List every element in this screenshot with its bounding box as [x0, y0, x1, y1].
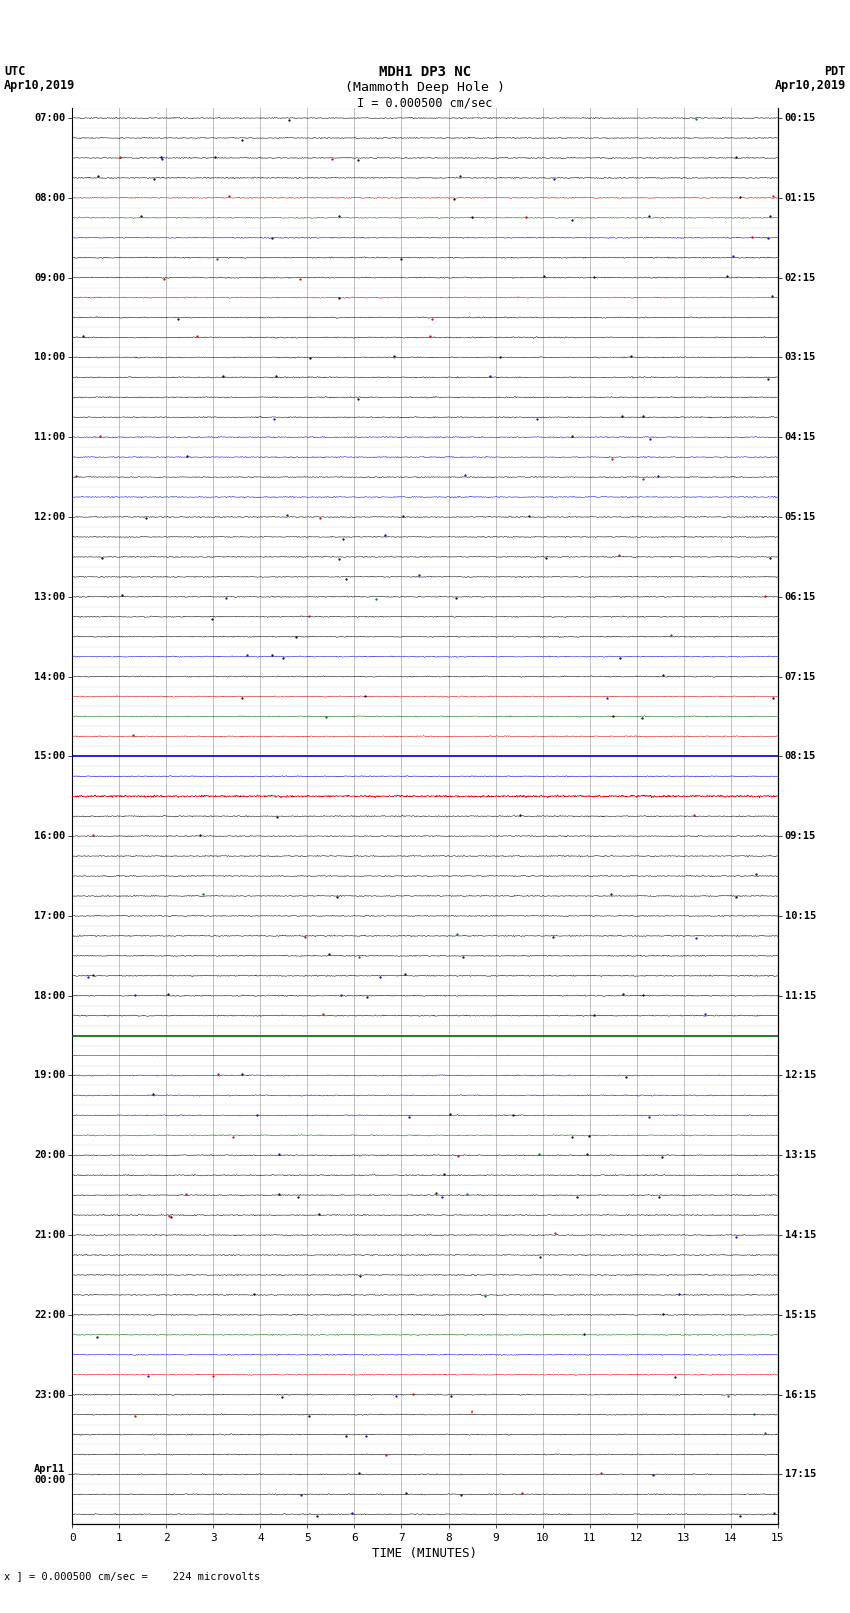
- Text: PDT: PDT: [824, 65, 846, 77]
- X-axis label: TIME (MINUTES): TIME (MINUTES): [372, 1547, 478, 1560]
- Text: UTC: UTC: [4, 65, 26, 77]
- Text: x ] = 0.000500 cm/sec =    224 microvolts: x ] = 0.000500 cm/sec = 224 microvolts: [4, 1571, 260, 1581]
- Text: I = 0.000500 cm/sec: I = 0.000500 cm/sec: [357, 97, 493, 110]
- Text: MDH1 DP3 NC: MDH1 DP3 NC: [379, 65, 471, 79]
- Text: Apr10,2019: Apr10,2019: [774, 79, 846, 92]
- Text: Apr10,2019: Apr10,2019: [4, 79, 76, 92]
- Text: (Mammoth Deep Hole ): (Mammoth Deep Hole ): [345, 81, 505, 94]
